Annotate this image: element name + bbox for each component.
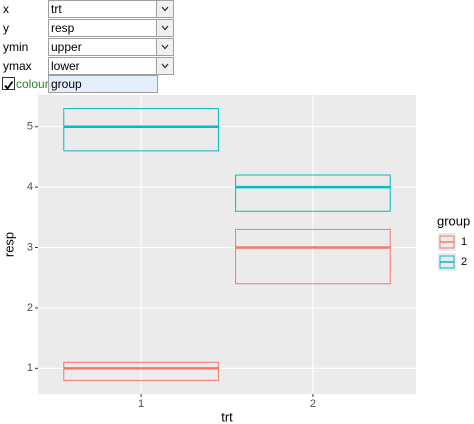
dropdown-arrow — [161, 25, 169, 31]
select-box[interactable]: lower — [48, 57, 158, 75]
control-row: x trt — [0, 0, 180, 18]
control-row: ymin upper — [0, 38, 180, 56]
control-label: ymin — [3, 40, 29, 54]
dropdown-arrow — [161, 63, 169, 69]
control-label: y — [3, 21, 9, 35]
select-box[interactable]: upper — [48, 38, 158, 56]
crossbar-box — [63, 108, 219, 152]
dropdown-button[interactable] — [156, 57, 174, 75]
dropdown-arrow — [161, 44, 169, 50]
dropdown-arrow — [161, 6, 169, 12]
y-axis-title: resp — [1, 232, 16, 257]
legend-label: 1 — [461, 236, 467, 248]
dropdown-button[interactable] — [156, 38, 174, 56]
y-tick-label: 4 — [27, 181, 33, 193]
dropdown-button[interactable] — [156, 19, 174, 37]
crossbar-box — [235, 228, 391, 285]
y-tick-label: 3 — [27, 241, 33, 253]
legend-title: group — [437, 213, 470, 228]
y-tick-label: 1 — [27, 362, 33, 374]
checkbox[interactable] — [2, 77, 15, 90]
dropdown-button[interactable] — [156, 0, 174, 18]
y-tick-label: 5 — [27, 121, 33, 133]
control-row: ymax lower — [0, 57, 180, 75]
check-mark — [4, 80, 14, 90]
panel-background — [38, 95, 416, 394]
crossbar-box — [63, 361, 219, 381]
crossbar-box — [235, 174, 391, 212]
legend-label: 2 — [461, 256, 467, 268]
x-tick-label: 1 — [138, 398, 144, 410]
control-row: y resp — [0, 19, 180, 37]
y-tick-label: 2 — [27, 302, 33, 314]
control-label: colour — [16, 77, 49, 91]
control-row: colour group — [0, 75, 180, 93]
select-box[interactable]: group — [48, 75, 158, 93]
x-axis-title: trt — [221, 409, 233, 424]
control-label: ymax — [3, 59, 32, 73]
control-label: x — [3, 2, 9, 16]
x-tick-label: 2 — [310, 398, 316, 410]
